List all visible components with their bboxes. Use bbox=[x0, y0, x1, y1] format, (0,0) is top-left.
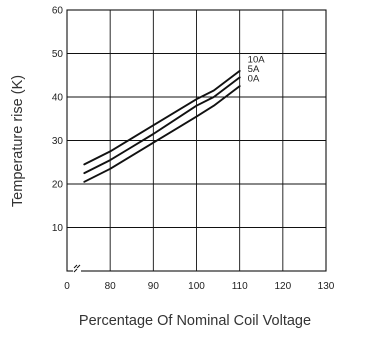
series-label-5a: 5A bbox=[248, 64, 260, 75]
tick-labels: 0 80 90 100 110 120 130 10 20 30 40 50 60 bbox=[52, 6, 335, 293]
x-tick-label: 110 bbox=[232, 281, 248, 292]
x-tick-label: 0 bbox=[64, 281, 70, 292]
plot-border bbox=[66, 9, 327, 272]
y-tick-label: 20 bbox=[52, 180, 64, 191]
axis-break-gap bbox=[73, 267, 81, 275]
x-tick-label: 100 bbox=[188, 281, 205, 292]
y-tick-label: 10 bbox=[52, 223, 64, 234]
y-tick-label: 30 bbox=[52, 136, 64, 147]
y-tick-label: 40 bbox=[52, 93, 64, 104]
y-tick-label: 60 bbox=[52, 6, 64, 17]
series-line-0a bbox=[83, 85, 241, 183]
x-tick-label: 130 bbox=[318, 281, 335, 292]
axis-break-mark bbox=[73, 264, 81, 273]
x-axis-label: Percentage Of Nominal Coil Voltage bbox=[79, 313, 311, 329]
x-tick-label: 120 bbox=[274, 281, 291, 292]
series-line-10a bbox=[83, 69, 241, 166]
x-tick-label: 90 bbox=[148, 281, 160, 292]
series-line-5a bbox=[83, 76, 241, 175]
x-tick-label: 80 bbox=[105, 281, 117, 292]
y-axis-label: Temperature rise (K) bbox=[10, 75, 26, 207]
grid bbox=[67, 10, 326, 271]
series-label-0a: 0A bbox=[248, 73, 260, 84]
series-label-10a: 10A bbox=[248, 54, 266, 65]
plot-frame bbox=[66, 9, 327, 275]
y-tick-label: 50 bbox=[52, 49, 64, 60]
